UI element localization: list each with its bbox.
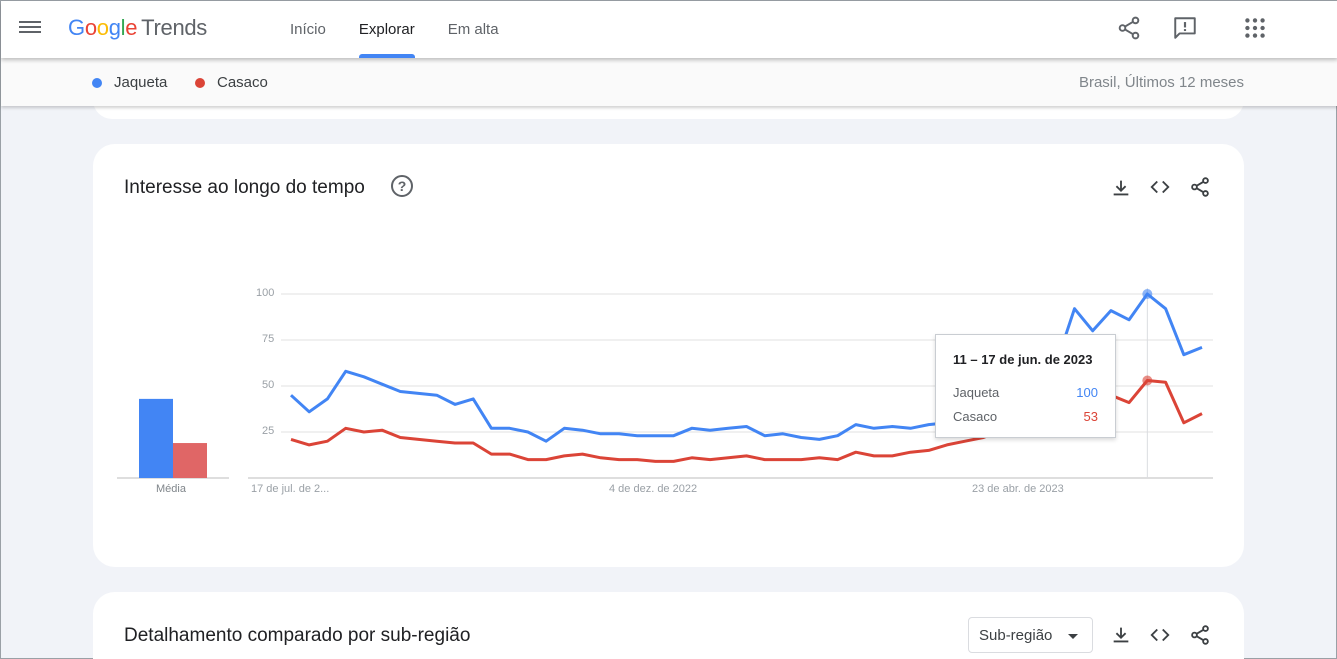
average-label: Média — [156, 483, 186, 495]
series-dot — [195, 77, 205, 88]
embed-icon[interactable] — [1149, 624, 1171, 646]
y-tick-label: 25 — [262, 425, 275, 437]
select-value: Sub-região — [979, 627, 1053, 644]
series-dot — [92, 77, 102, 88]
tooltip-series-value: 53 — [1083, 409, 1098, 424]
y-tick-label: 50 — [262, 379, 275, 391]
tooltip-series-label: Jaqueta — [953, 385, 1000, 400]
share-icon[interactable] — [1116, 15, 1142, 41]
card-title: Detalhamento comparado por sub-região — [124, 625, 471, 646]
help-icon[interactable]: ? — [391, 175, 413, 197]
google-trends-logo[interactable]: Google Trends — [68, 15, 208, 40]
card-title: Interesse ao longo do tempo — [124, 177, 365, 198]
x-tick-label: 4 de dez. de 2022 — [609, 483, 698, 495]
tooltip-date: 11 – 17 de jun. de 2023 — [953, 352, 1093, 367]
y-tick-label: 75 — [262, 333, 275, 345]
nav-explorar[interactable]: Explorar — [358, 1, 415, 58]
compare-bar: Jaqueta Casaco Brasil, Últimos 12 meses — [1, 58, 1337, 106]
tooltip-row-casaco: Casaco 53 — [953, 409, 1098, 424]
menu-icon[interactable] — [19, 18, 41, 38]
feedback-icon[interactable] — [1172, 15, 1198, 41]
embed-icon[interactable] — [1149, 176, 1171, 198]
download-icon[interactable] — [1110, 177, 1132, 199]
x-tick-label: 23 de abr. de 2023 — [972, 483, 1064, 495]
caret-down-icon — [1068, 634, 1078, 639]
nav-em-alta[interactable]: Em alta — [447, 21, 499, 38]
term-jaqueta[interactable]: Jaqueta — [92, 74, 167, 91]
share-icon[interactable] — [1189, 624, 1211, 646]
main-nav: Início Explorar Em alta — [290, 1, 532, 58]
tooltip-series-label: Casaco — [953, 409, 998, 424]
apps-icon[interactable] — [1242, 15, 1268, 41]
region-filter-label: Brasil, Últimos 12 meses — [1078, 74, 1244, 91]
chart-tooltip: 11 – 17 de jun. de 2023 Jaqueta 100 Casa… — [935, 334, 1116, 438]
tooltip-row-jaqueta: Jaqueta 100 — [953, 385, 1098, 400]
tooltip-series-value: 100 — [1076, 385, 1098, 400]
x-tick-label: 17 de jul. de 2... — [251, 483, 330, 495]
term-label: Jaqueta — [114, 74, 168, 91]
subregion-select[interactable]: Sub-região — [968, 617, 1093, 653]
app-bar: Google Trends Início Explorar Em alta — [1, 1, 1337, 58]
nav-inicio[interactable]: Início — [290, 21, 326, 38]
term-label: Casaco — [217, 74, 268, 91]
y-tick-label: 100 — [256, 287, 275, 299]
term-casaco[interactable]: Casaco — [195, 74, 268, 91]
share-icon[interactable] — [1189, 176, 1211, 198]
download-icon[interactable] — [1110, 624, 1132, 646]
